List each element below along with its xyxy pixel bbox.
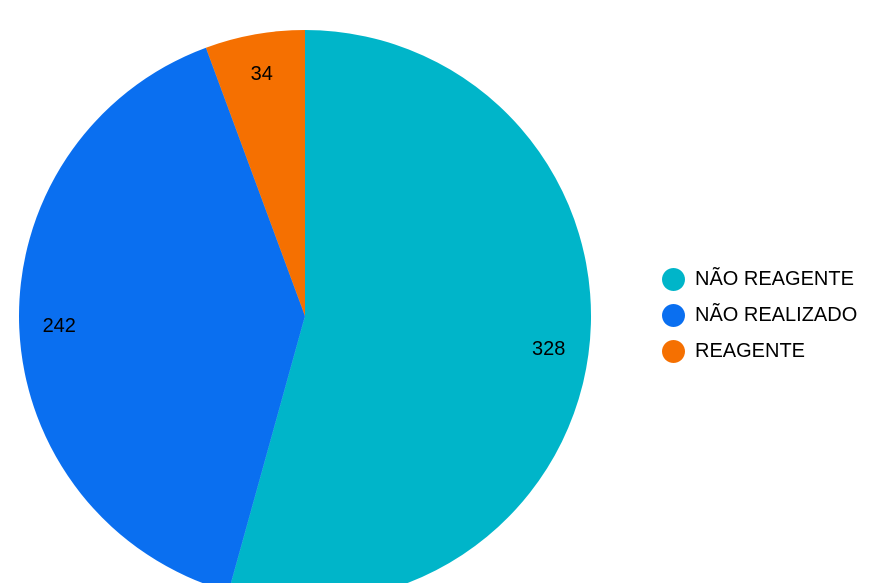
slice-value-label-2: 242 [43, 315, 76, 337]
legend-swatch-icon [662, 339, 685, 363]
legend-swatch-icon [662, 267, 685, 291]
pie-slice-2[interactable] [19, 47, 305, 588]
legend-label: NÃO REALIZADO [695, 303, 858, 326]
legend-item-3[interactable]: REAGENTE [662, 336, 857, 366]
legend-item-1[interactable]: NÃO REAGENTE [662, 264, 857, 294]
slice-value-label-1: 328 [532, 338, 565, 360]
legend-label: REAGENTE [695, 339, 806, 362]
legend-item-2[interactable]: NÃO REALIZADO [662, 300, 857, 330]
legend-swatch-icon [662, 303, 685, 327]
chart-legend: NÃO REAGENTE NÃO REALIZADO REAGENTE [662, 264, 857, 366]
pie-slice-3[interactable] [205, 30, 305, 316]
pie-slice-1[interactable] [229, 30, 591, 588]
slice-value-label-3: 34 [251, 63, 273, 85]
legend-label: NÃO REAGENTE [695, 267, 854, 290]
